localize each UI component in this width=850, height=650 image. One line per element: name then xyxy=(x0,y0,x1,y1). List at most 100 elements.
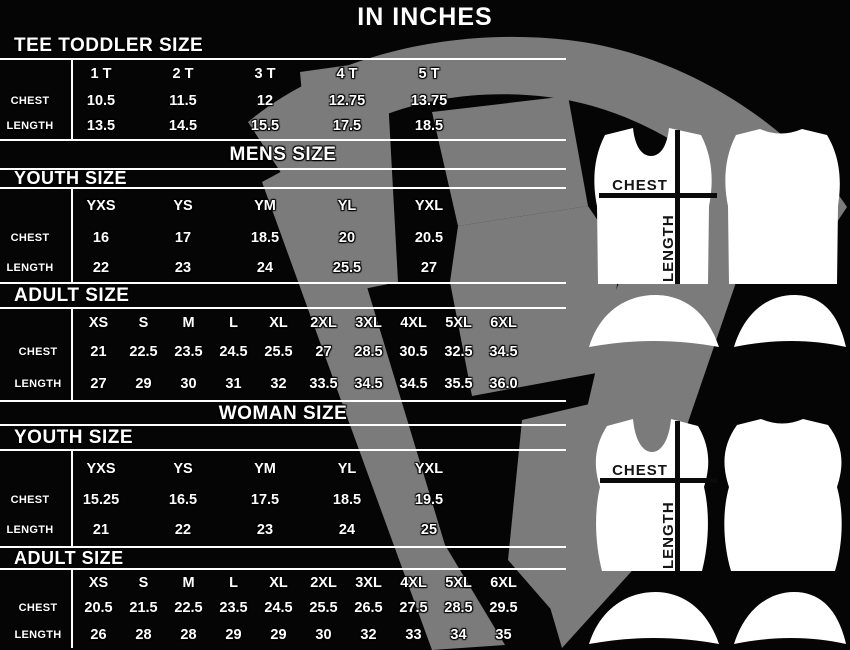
chest-value-cell: 24.5 xyxy=(219,344,248,360)
chest-value-cell: 13.75 xyxy=(410,93,448,109)
length-value-cell: 33 xyxy=(405,626,422,643)
woman-front-shirt xyxy=(595,419,709,571)
row-label-length: LENGTH xyxy=(6,119,54,132)
size-header-cell: 3 T xyxy=(254,66,276,82)
heading-woman-adult-size: ADULT SIZE xyxy=(14,548,124,568)
woman-youth-size-table: YXS YS YM YL YXL CHEST 15.25 16.5 17.5 18.5 19.5 LE… xyxy=(0,451,470,546)
size-header-cell: 3XL xyxy=(355,574,382,591)
chest-value-cell: 18.5 xyxy=(332,492,362,508)
length-value-cell: 34 xyxy=(450,626,467,643)
chest-value-cell: 17.5 xyxy=(250,492,280,508)
length-value-cell: 21 xyxy=(92,521,110,538)
chest-value-cell: 20.5 xyxy=(84,600,113,616)
length-value-cell: 14.5 xyxy=(168,117,198,134)
chest-value-cell: 34.5 xyxy=(489,344,518,360)
divider-line xyxy=(0,307,566,309)
corner-cell xyxy=(0,189,60,222)
chest-value-cell: 27 xyxy=(315,344,332,360)
size-header-cell: YM xyxy=(254,197,276,214)
chest-value-cell: 28.5 xyxy=(354,344,383,360)
label-column-line xyxy=(71,189,73,282)
length-value-cell: 24 xyxy=(256,259,274,276)
chest-value-cell: 30.5 xyxy=(399,344,428,360)
chest-value-cell: 21.5 xyxy=(129,600,158,616)
mens-chest-label: CHEST xyxy=(612,177,668,194)
length-value-cell: 31 xyxy=(225,375,242,392)
size-header-cell: XL xyxy=(269,574,288,591)
length-value-cell: 26 xyxy=(90,626,107,643)
size-header-cell: YXL xyxy=(414,461,444,477)
size-header-cell: 4XL xyxy=(400,574,427,591)
heading-mens-adult-size: ADULT SIZE xyxy=(14,285,130,306)
chest-value-cell: 24.5 xyxy=(264,600,293,616)
woman-length-line xyxy=(675,421,680,571)
chest-value-cell: 11.5 xyxy=(169,93,197,109)
length-value-cell: 33.5 xyxy=(309,375,338,392)
row-label-chest: CHEST xyxy=(10,231,50,244)
label-column-line xyxy=(71,309,73,400)
size-header-cell: YXL xyxy=(414,197,444,214)
woman-left-sleeve xyxy=(589,592,719,644)
size-header-cell: YS xyxy=(173,197,193,214)
mens-youth-size-table: YXS YS YM YL YXL CHEST 16 17 18.5 20 20.5 LENGTH 22 2… xyxy=(0,189,470,282)
length-value-cell: 35 xyxy=(495,626,512,643)
divider-line xyxy=(0,546,566,548)
chest-value-cell: 17 xyxy=(174,229,192,246)
mens-back-shirt xyxy=(725,129,840,284)
length-value-cell: 34.5 xyxy=(354,375,383,392)
toddler-size-table: 1 T 2 T 3 T 4 T 5 T CHEST 10.5 11.5 12 12.75 13.75… xyxy=(0,60,470,137)
size-header-cell: 4XL xyxy=(400,315,427,331)
size-header-cell: 6XL xyxy=(490,315,517,331)
row-label-chest: CHEST xyxy=(10,95,50,107)
mens-front-shirt xyxy=(594,128,712,284)
divider-line xyxy=(0,400,566,402)
length-value-cell: 25.5 xyxy=(332,259,362,276)
length-value-cell: 27 xyxy=(90,375,107,392)
chest-value-cell: 20 xyxy=(338,229,356,246)
row-label-chest: CHEST xyxy=(18,346,58,358)
size-header-cell: 5XL xyxy=(445,315,472,331)
size-header-cell: 4 T xyxy=(336,66,358,82)
length-value-cell: 35.5 xyxy=(444,375,473,392)
corner-cell xyxy=(0,60,60,88)
row-label-length: LENGTH xyxy=(6,523,54,536)
size-header-cell: 3XL xyxy=(355,315,382,331)
size-header-cell: YM xyxy=(254,461,276,477)
size-header-cell: YS xyxy=(173,461,193,477)
mens-left-sleeve xyxy=(589,295,719,347)
length-value-cell: 22 xyxy=(174,521,192,538)
length-value-cell: 34.5 xyxy=(399,375,428,392)
length-value-cell: 22 xyxy=(92,259,110,276)
size-header-cell: XS xyxy=(88,315,109,331)
row-label-length: LENGTH xyxy=(6,261,54,274)
size-header-cell: 5XL xyxy=(445,574,472,591)
chest-value-cell: 16 xyxy=(92,229,110,246)
length-value-cell: 29 xyxy=(270,626,287,643)
size-header-cell: 2XL xyxy=(310,574,337,591)
size-header-cell: 2XL xyxy=(310,315,337,331)
chest-value-cell: 21 xyxy=(90,344,107,360)
length-value-cell: 27 xyxy=(420,259,438,276)
chest-value-cell: 12 xyxy=(256,93,274,109)
label-column-line xyxy=(71,451,73,546)
divider-line xyxy=(0,168,566,170)
watermark-mid-tail xyxy=(508,392,640,622)
woman-right-sleeve xyxy=(734,592,846,644)
mens-adult-size-table: XS S M L XL 2XL 3XL 4XL 5XL 6XL CHEST 21 22.5 23.5 24.… xyxy=(0,309,526,400)
length-value-cell: 29 xyxy=(225,626,242,643)
mens-length-line xyxy=(675,130,680,284)
length-value-cell: 29 xyxy=(135,375,152,392)
woman-adult-size-table: XS S M L XL 2XL 3XL 4XL 5XL 6XL CHEST 20.5 21.5 22.5 2… xyxy=(0,570,526,648)
length-value-cell: 32 xyxy=(270,375,287,392)
length-value-cell: 15.5 xyxy=(250,117,280,134)
corner-cell xyxy=(0,570,76,595)
size-header-cell: 1 T xyxy=(90,66,112,82)
length-value-cell: 30 xyxy=(180,375,197,392)
chest-value-cell: 27.5 xyxy=(399,600,428,616)
mens-right-sleeve xyxy=(734,295,846,347)
size-header-cell: YL xyxy=(337,461,357,477)
chest-value-cell: 28.5 xyxy=(444,600,473,616)
heading-woman-size: WOMAN SIZE xyxy=(218,403,348,424)
chest-value-cell: 23.5 xyxy=(219,600,248,616)
